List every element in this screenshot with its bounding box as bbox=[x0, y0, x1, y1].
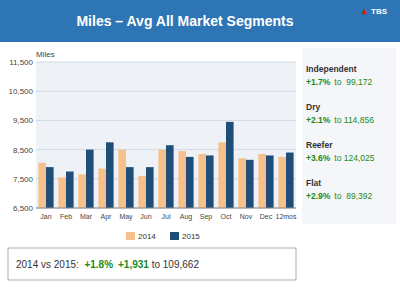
x-tick-label: 12mos bbox=[275, 213, 297, 220]
bar bbox=[278, 157, 286, 208]
bar bbox=[166, 145, 174, 208]
grid-line bbox=[36, 91, 296, 92]
bar bbox=[46, 167, 54, 208]
bar bbox=[206, 155, 214, 208]
x-tick-label: Jun bbox=[140, 213, 151, 220]
x-tick-label: Jan bbox=[40, 213, 51, 220]
plot-background bbox=[36, 62, 296, 208]
summary-part: +1,931 bbox=[118, 259, 149, 270]
bar bbox=[238, 158, 246, 208]
y-tick-label: 7,500 bbox=[13, 175, 34, 184]
x-tick-label: Aug bbox=[180, 213, 193, 221]
bar bbox=[58, 177, 66, 208]
grid-line bbox=[36, 208, 296, 209]
bar bbox=[138, 176, 146, 208]
x-axis-line bbox=[36, 208, 296, 209]
legend-label: 2014 bbox=[138, 232, 156, 241]
side-panel bbox=[302, 48, 396, 224]
segment-change: +1.7%to 99,172 bbox=[306, 77, 372, 87]
legend-label: 2015 bbox=[182, 232, 200, 241]
segment-value: to 89,392 bbox=[334, 191, 372, 201]
x-tick-label: May bbox=[119, 213, 133, 221]
bar bbox=[186, 157, 194, 208]
bar bbox=[198, 154, 206, 208]
bar bbox=[258, 154, 266, 208]
segment-change: +2.1%to 114,856 bbox=[306, 115, 374, 125]
bar bbox=[98, 169, 106, 208]
x-tick-label: Dec bbox=[260, 213, 273, 220]
bar bbox=[226, 122, 234, 208]
segment-value: +3.6% bbox=[306, 153, 331, 163]
segment-value: to 114,856 bbox=[334, 115, 374, 125]
bar bbox=[86, 150, 94, 208]
segment-value: +2.1% bbox=[306, 115, 331, 125]
segment-value: +1.7% bbox=[306, 77, 331, 87]
bar bbox=[66, 172, 74, 209]
x-tick-label: Nov bbox=[240, 213, 253, 220]
bar bbox=[106, 142, 114, 208]
segment-change: +2.9%to 89,392 bbox=[306, 191, 372, 201]
x-tick-label: Oct bbox=[221, 213, 232, 220]
segment-label: Flat bbox=[306, 178, 321, 188]
chart: Miles – Avg All Market Segments ▲TBS Miles… bbox=[0, 0, 400, 289]
y-tick-label: 9,500 bbox=[13, 116, 34, 125]
bar bbox=[118, 150, 126, 208]
grid bbox=[36, 62, 296, 208]
segment-value: to 124,025 bbox=[334, 153, 374, 163]
y-tick-label: 6,500 bbox=[13, 204, 34, 213]
x-tick-label: Jul bbox=[162, 213, 171, 220]
grid-line bbox=[36, 62, 296, 63]
bar bbox=[286, 153, 294, 208]
bars bbox=[38, 122, 293, 208]
segment-value: +2.9% bbox=[306, 191, 331, 201]
logo-text: TBS bbox=[371, 7, 388, 16]
y-tick-label: 10,500 bbox=[9, 87, 34, 96]
summary-box bbox=[8, 248, 296, 280]
y-axis-label: Miles bbox=[36, 50, 55, 59]
logo-text: ▲ bbox=[360, 6, 369, 16]
bar bbox=[38, 163, 46, 208]
summary-part: to 109,662 bbox=[149, 259, 199, 270]
header bbox=[0, 0, 400, 42]
x-tick-label: Apr bbox=[101, 213, 113, 221]
bar bbox=[266, 155, 274, 208]
title: Miles – Avg All Market Segments bbox=[76, 13, 293, 29]
bar bbox=[126, 167, 134, 208]
segment-label: Reefer bbox=[306, 140, 333, 150]
segment-change: +3.6%to 124,025 bbox=[306, 153, 375, 163]
x-tick-label: Sep bbox=[200, 213, 213, 221]
summary-part: 2014 vs 2015: bbox=[16, 259, 84, 270]
segment-label: Dry bbox=[306, 102, 320, 112]
y-tick-label: 8,500 bbox=[13, 146, 34, 155]
bar bbox=[146, 167, 154, 208]
grid-line bbox=[36, 120, 296, 121]
segment-value: to 99,172 bbox=[334, 77, 372, 87]
legend-swatch bbox=[170, 232, 179, 240]
summary-text: 2014 vs 2015: +1.8% +1,931 to 109,662 bbox=[16, 259, 199, 270]
summary-part: +1.8% bbox=[84, 259, 113, 270]
bar bbox=[78, 174, 86, 208]
x-tick-label: Feb bbox=[60, 213, 72, 220]
y-tick-label: 11,500 bbox=[9, 58, 33, 67]
bar bbox=[218, 142, 226, 208]
bar bbox=[246, 160, 254, 208]
bar bbox=[158, 150, 166, 208]
x-tick-label: Mar bbox=[80, 213, 93, 220]
legend-swatch bbox=[126, 232, 135, 240]
bar bbox=[178, 151, 186, 208]
segment-label: Independent bbox=[306, 64, 357, 74]
